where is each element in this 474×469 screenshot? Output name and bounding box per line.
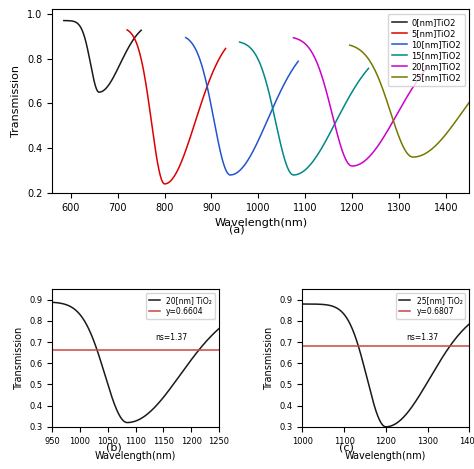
15[nm]TiO2 [365,66,371,71]
Line: 25[nm]TiO2: 25[nm]TiO2 [350,45,469,157]
5[nm]TiO2 [220,50,226,55]
Line: 15[nm]TiO2: 15[nm]TiO2 [240,42,368,175]
0[nm]TiO2 [99,89,104,94]
20[nm]TiO2 [298,38,303,43]
Text: ns=1.37: ns=1.37 [155,333,188,342]
5[nm]TiO2 [172,172,178,178]
10[nm]TiO2 [189,40,194,45]
10[nm]TiO2 [272,102,277,107]
25[nm]TiO2 [347,42,353,48]
Y-axis label: Transmission: Transmission [11,65,21,137]
10[nm]TiO2 [235,169,240,175]
Text: (c): (c) [338,442,354,452]
25[nm]TiO2 [410,154,416,160]
10[nm]TiO2 [237,167,243,173]
10[nm]TiO2 [183,35,189,40]
15[nm]TiO2 [362,70,368,76]
Line: 5[nm]TiO2: 5[nm]TiO2 [127,30,226,184]
0[nm]TiO2 [136,30,142,35]
20[nm]TiO2 [420,70,426,76]
10[nm]TiO2 [292,63,298,68]
0[nm]TiO2 [136,30,142,35]
15[nm]TiO2 [291,172,296,178]
Legend: 25[nm] TiO₂, y=0.6807: 25[nm] TiO₂, y=0.6807 [396,293,465,318]
Text: (a): (a) [229,224,245,234]
5[nm]TiO2 [170,176,175,182]
Legend: 0[nm]TiO2, 5[nm]TiO2, 10[nm]TiO2, 15[nm]TiO2, 20[nm]TiO2, 25[nm]TiO2: 0[nm]TiO2, 5[nm]TiO2, 10[nm]TiO2, 15[nm]… [388,14,465,86]
Text: ns=1.37: ns=1.37 [406,333,438,342]
5[nm]TiO2 [129,32,135,38]
0[nm]TiO2 [97,89,102,95]
Text: (b): (b) [106,442,122,452]
0[nm]TiO2 [65,18,71,23]
Y-axis label: Transmission: Transmission [14,326,24,390]
5[nm]TiO2 [220,50,226,55]
0[nm]TiO2 [138,28,144,33]
5[nm]TiO2 [202,91,208,96]
20[nm]TiO2 [396,108,401,114]
Line: 10[nm]TiO2: 10[nm]TiO2 [186,38,298,175]
5[nm]TiO2 [223,45,228,51]
X-axis label: Wavelength(nm): Wavelength(nm) [214,218,307,228]
25[nm]TiO2 [441,134,447,139]
Legend: 20[nm] TiO₂, y=0.6604: 20[nm] TiO₂, y=0.6604 [146,293,215,318]
15[nm]TiO2 [362,70,368,76]
15[nm]TiO2 [243,42,249,47]
25[nm]TiO2 [402,147,408,152]
20[nm]TiO2 [356,162,361,167]
20[nm]TiO2 [420,69,426,75]
25[nm]TiO2 [405,151,410,157]
Line: 20[nm]TiO2: 20[nm]TiO2 [293,38,427,166]
10[nm]TiO2 [292,63,298,68]
15[nm]TiO2 [300,169,305,175]
25[nm]TiO2 [463,104,469,110]
Y-axis label: Transmission: Transmission [264,326,274,390]
20[nm]TiO2 [424,65,430,70]
Line: 0[nm]TiO2: 0[nm]TiO2 [64,21,141,92]
5[nm]TiO2 [124,27,130,33]
X-axis label: Wavelength(nm): Wavelength(nm) [95,451,176,461]
20[nm]TiO2 [352,163,358,168]
25[nm]TiO2 [466,99,472,105]
0[nm]TiO2 [61,18,67,23]
10[nm]TiO2 [295,59,301,64]
5[nm]TiO2 [162,181,167,187]
10[nm]TiO2 [228,172,233,178]
25[nm]TiO2 [353,45,359,50]
0[nm]TiO2 [96,90,102,95]
15[nm]TiO2 [296,171,302,177]
20[nm]TiO2 [291,35,296,41]
20[nm]TiO2 [349,163,355,169]
15[nm]TiO2 [338,109,344,114]
25[nm]TiO2 [463,104,469,110]
15[nm]TiO2 [237,39,243,45]
0[nm]TiO2 [122,52,128,57]
X-axis label: Wavelength(nm): Wavelength(nm) [345,451,427,461]
